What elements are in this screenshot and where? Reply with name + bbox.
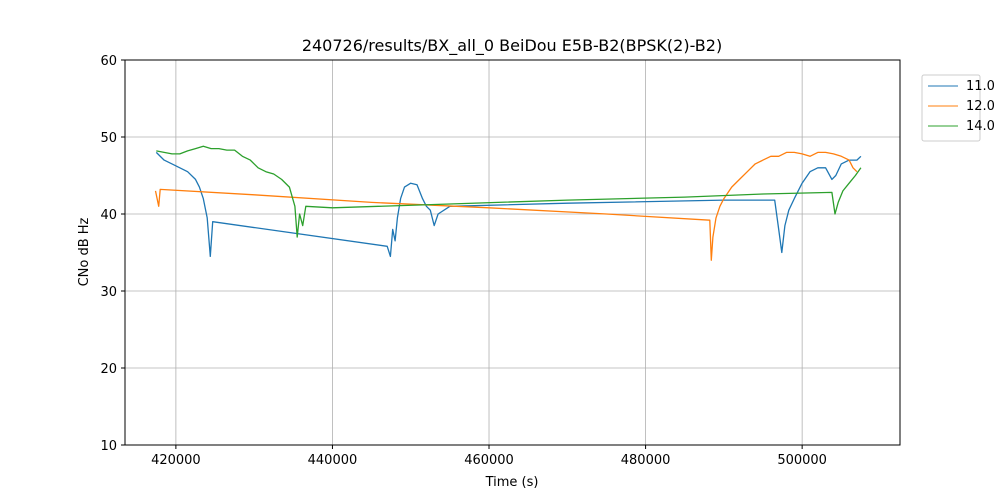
x-tick-label: 440000 (308, 453, 358, 468)
y-tick-label: 60 (100, 54, 117, 69)
series-line-2 (154, 151, 858, 261)
legend: 11.0 12.0 14.0 (921, 74, 995, 142)
chart-title: 240726/results/BX_all_0 BeiDou E5B-B2(BP… (302, 36, 722, 56)
legend-label-series-2: 12.0 (966, 99, 995, 114)
y-tick-label: 20 (100, 362, 117, 377)
y-tick-label: 10 (100, 439, 117, 454)
y-axis-label: CNo dB Hz (77, 217, 92, 286)
plot-area (125, 60, 900, 445)
legend-label-series-1: 11.0 (966, 79, 995, 94)
x-tick-label: 500000 (777, 453, 827, 468)
x-axis-ticks: 420000 440000 460000 480000 500000 (151, 445, 827, 468)
y-axis-ticks: 10 20 30 40 50 60 (100, 54, 125, 454)
x-axis-label: Time (s) (485, 475, 539, 490)
series-group (154, 145, 862, 261)
legend-box (921, 74, 981, 142)
x-tick-label: 420000 (151, 453, 201, 468)
legend-label-series-3: 14.0 (966, 119, 995, 134)
series-line-3 (156, 145, 862, 238)
series-line-1 (155, 151, 862, 258)
x-tick-label: 480000 (621, 453, 671, 468)
y-tick-label: 40 (100, 208, 117, 223)
y-tick-label: 30 (100, 285, 117, 300)
y-tick-label: 50 (100, 131, 117, 146)
plot-frame (124, 59, 901, 446)
x-tick-label: 460000 (464, 453, 514, 468)
